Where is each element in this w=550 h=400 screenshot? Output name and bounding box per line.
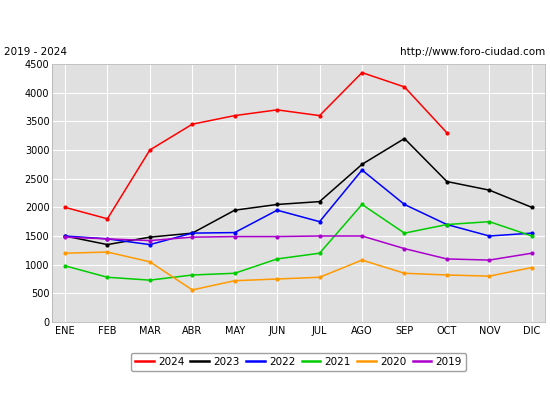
Text: http://www.foro-ciudad.com: http://www.foro-ciudad.com — [400, 47, 546, 57]
Text: 2019 - 2024: 2019 - 2024 — [4, 47, 68, 57]
Text: Evolucion Nº Turistas Extranjeros en el municipio de Yecla: Evolucion Nº Turistas Extranjeros en el … — [47, 14, 503, 28]
Legend: 2024, 2023, 2022, 2021, 2020, 2019: 2024, 2023, 2022, 2021, 2020, 2019 — [131, 353, 466, 371]
